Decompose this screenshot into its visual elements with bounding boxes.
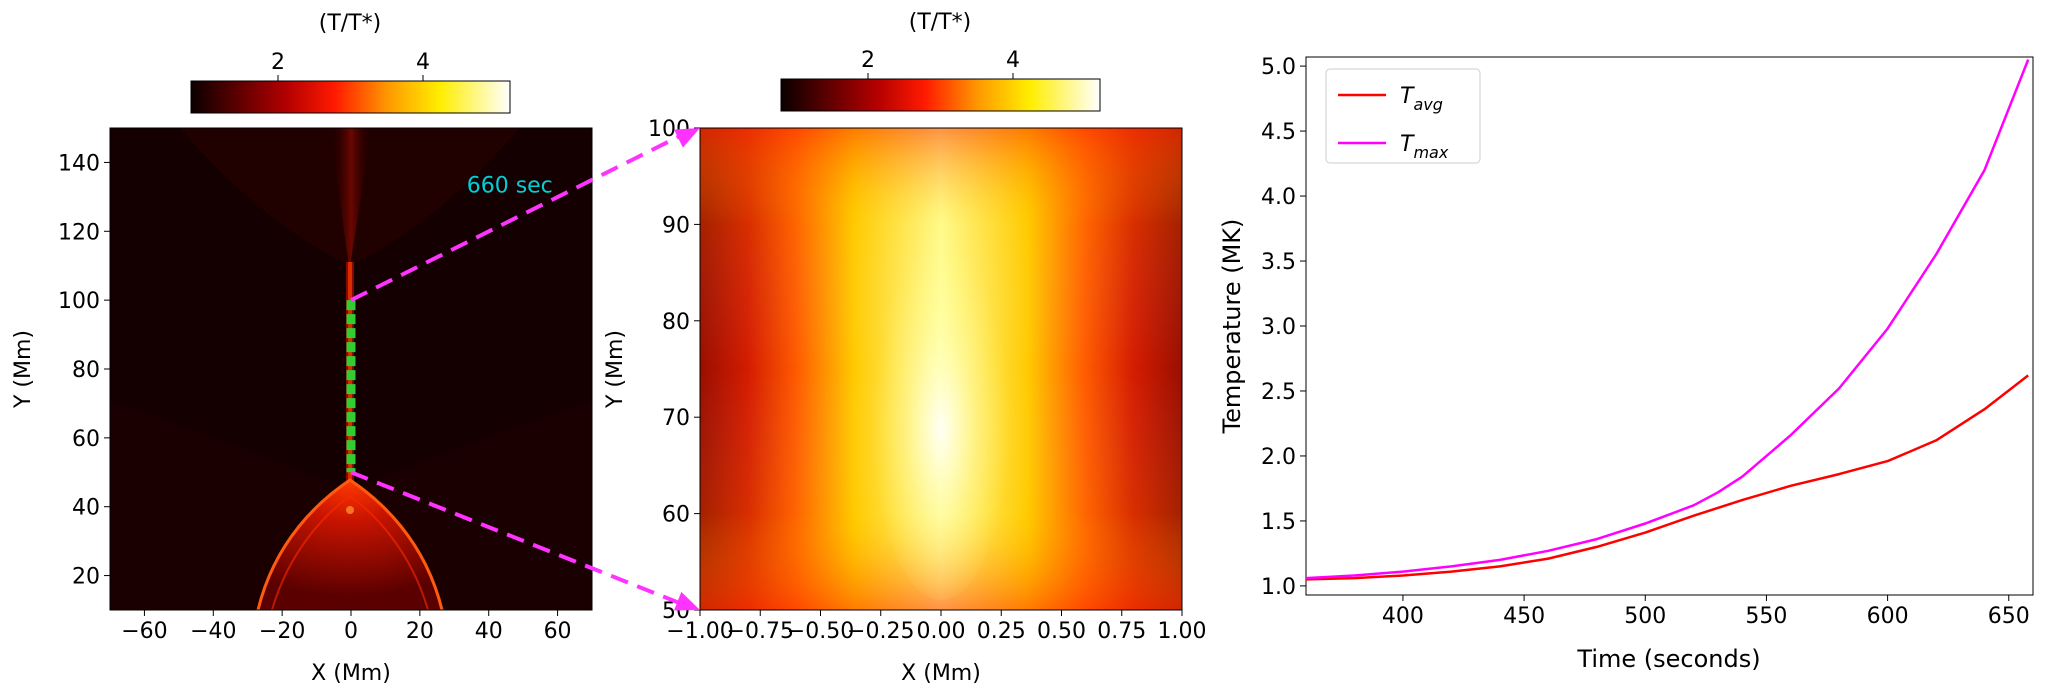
axis-3-y-tick-label: 1.5 <box>1261 510 1296 535</box>
axis-1-y-tick-label: 140 <box>58 151 100 176</box>
colorbar-2-tick-label: 2 <box>861 48 875 73</box>
axis-2-y-tick-label: 90 <box>662 213 690 238</box>
connector-line-2 <box>350 470 693 610</box>
axis-2-x-tick-label: 0.50 <box>1037 619 1086 644</box>
axis-3-y-tick-label: 2.0 <box>1261 445 1296 470</box>
panel-temperature: 400 450 500 550 600 650 1.0 1.5 2.0 2.5 3.0 3.5 4.0… <box>1218 55 2034 673</box>
axis-1-x-tick-label: 0 <box>344 619 358 644</box>
axis-2-x-tick-label: 1.00 <box>1158 619 1207 644</box>
axis-1-y-tick-label: 60 <box>72 427 100 452</box>
legend: Tavg Tmax <box>1325 68 1481 164</box>
axis-1-y-tick-label: 80 <box>72 358 100 383</box>
axis-2-y-label: Y (Mm) <box>603 330 628 409</box>
colorbar-1 <box>190 80 511 114</box>
axis-1-x-tick-label: 20 <box>406 619 434 644</box>
axis-2-x-label: X (Mm) <box>901 661 981 686</box>
axis-1-y-tick-label: 100 <box>58 289 100 314</box>
connector-arrowhead-2 <box>674 591 700 611</box>
axis-2-y-tick-label: 70 <box>662 406 690 431</box>
axis-3-y-tick-label: 1.0 <box>1261 575 1296 600</box>
legend-label-avg: Tavg <box>1400 84 1443 114</box>
legend-label-max: Tmax <box>1400 132 1449 162</box>
axis-2-x-tick-label: −0.25 <box>847 619 914 644</box>
axis-3-x-tick-label: 450 <box>1503 604 1545 629</box>
axis-3-x-tick-label: 400 <box>1382 604 1424 629</box>
colorbar-1-label: (T/T*) <box>319 11 381 36</box>
heatmap-zoom <box>700 128 1182 610</box>
axis-3-x-ticks: 400 450 500 550 600 650 <box>1382 595 2030 629</box>
axis-2-x-tick-label: 0.75 <box>1097 619 1146 644</box>
axis-1-y-tick-label: 20 <box>72 565 100 590</box>
colorbar-2 <box>780 78 1101 112</box>
axis-1-x-tick-label: 60 <box>544 619 572 644</box>
axis-1-y-tick-label: 40 <box>72 496 100 521</box>
axis-3-x-tick-label: 600 <box>1867 604 1909 629</box>
axis-2-x-ticks: −1.00−0.75−0.50−0.25 0.00 0.25 0.50 0.75 1.00 <box>666 610 1206 644</box>
axis-2-x-tick-label: −0.50 <box>787 619 854 644</box>
temperature-lines <box>1306 59 2030 581</box>
axis-2-y-tick-label: 60 <box>662 503 690 528</box>
axis-3-x-label: Time (seconds) <box>1576 645 1760 673</box>
axis-3-y-label: Temperature (MK) <box>1218 219 1246 435</box>
axis-3-x-tick-label: 550 <box>1745 604 1787 629</box>
colorbar-1-tick-label: 2 <box>271 50 285 75</box>
axis-3-y-tick-label: 5.0 <box>1261 55 1296 80</box>
axis-3-x-tick-label: 500 <box>1624 604 1666 629</box>
colorbar-1-tick-label: 4 <box>416 50 430 75</box>
axis-1-y-label: Y (Mm) <box>11 330 36 409</box>
axis-1-y-tick-label: 120 <box>58 220 100 245</box>
axis-3-x-tick-label: 650 <box>1988 604 2030 629</box>
axis-1-x-tick-label: −60 <box>121 619 167 644</box>
axis-3-y-tick-label: 4.5 <box>1261 120 1296 145</box>
axis-1-x-ticks: −60 −40 −20 0 20 40 60 <box>121 610 572 644</box>
colorbar-2-label: (T/T*) <box>909 10 971 35</box>
heatmap-full <box>110 128 592 610</box>
axis-2-x-tick-label: 0.25 <box>977 619 1026 644</box>
time-annotation: 660 sec <box>467 173 553 198</box>
axis-1-x-tick-label: 40 <box>475 619 503 644</box>
axis-3-y-tick-label: 2.5 <box>1261 380 1296 405</box>
series-line-max <box>1306 59 2030 580</box>
colorbar-2-tick-label: 4 <box>1006 48 1020 73</box>
axis-3-y-ticks: 1.0 1.5 2.0 2.5 3.0 3.5 4.0 4.5 5.0 <box>1261 55 1306 600</box>
axis-3-y-tick-label: 4.0 <box>1261 185 1296 210</box>
legend-box <box>1325 68 1481 164</box>
axis-2-y-tick-label: 80 <box>662 310 690 335</box>
axis-1-x-label: X (Mm) <box>311 661 391 686</box>
connector-arrowhead-1 <box>674 128 700 148</box>
connector-line-1 <box>350 128 693 302</box>
axis-3-y-tick-label: 3.0 <box>1261 315 1296 340</box>
axis-2-x-tick-label: −1.00 <box>666 619 733 644</box>
axis-1-x-tick-label: −20 <box>259 619 305 644</box>
zoom-connectors <box>350 128 700 611</box>
axis-1-x-tick-label: −40 <box>190 619 236 644</box>
axis-2-x-tick-label: 0.00 <box>917 619 966 644</box>
axis-1-y-ticks: 20 40 60 80 100 120 140 <box>58 151 110 590</box>
axis-2-x-tick-label: −0.75 <box>727 619 794 644</box>
series-line-avg <box>1306 374 2029 581</box>
axis-3-y-tick-label: 3.5 <box>1261 250 1296 275</box>
